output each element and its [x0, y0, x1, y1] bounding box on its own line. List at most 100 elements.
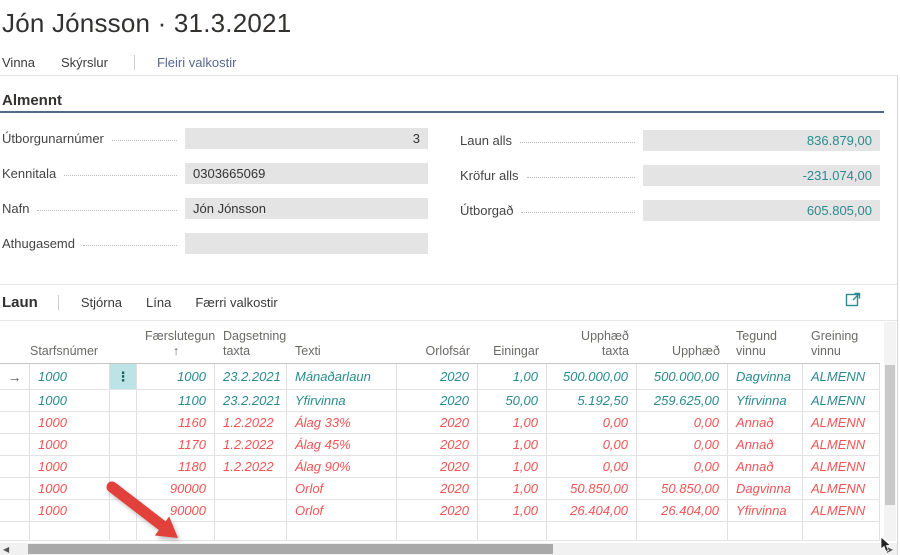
cell-starfsnumer[interactable]: 1000 — [30, 390, 110, 411]
cell-orlofsar[interactable]: 2020 — [397, 456, 478, 477]
cell-einingar[interactable]: 1,00 — [478, 500, 547, 521]
menu-stjorna[interactable]: Stjórna — [80, 294, 123, 310]
cell-texti[interactable]: Álag 45% — [287, 434, 397, 455]
horizontal-scrollbar-thumb[interactable] — [28, 544, 553, 554]
cell-tegund[interactable]: Annað — [728, 456, 803, 477]
cell-tegund[interactable]: Dagvinna — [728, 364, 803, 389]
cell-orlofsar[interactable] — [397, 522, 478, 540]
cell-upphaed[interactable]: 500.000,00 — [637, 364, 728, 389]
table-row[interactable]: → 1000 ⋮ 1000 23.2.2021 Mánaðarlaun 2020 1,00 50… — [0, 364, 880, 390]
cell-upphaed_taxta[interactable]: 50.850,00 — [547, 478, 637, 499]
cell-dagsetning[interactable] — [215, 522, 287, 540]
cell-faerslutegund[interactable]: 1000 — [137, 364, 215, 389]
table-row-empty[interactable] — [0, 522, 880, 541]
cell-dagsetning[interactable]: 1.2.2022 — [215, 456, 287, 477]
table-row[interactable]: 1000 1160 1.2.2022 Álag 33% 2020 1,00 0,00 0,00… — [0, 412, 880, 434]
cell-texti[interactable]: Orlof — [287, 500, 397, 521]
cell-tegund[interactable]: Yfirvinna — [728, 500, 803, 521]
cell-dagsetning[interactable]: 23.2.2021 — [215, 390, 287, 411]
cell-greining[interactable]: ALMENN — [803, 412, 880, 433]
menu-lina[interactable]: Lína — [146, 294, 172, 310]
cell-upphaed[interactable]: 0,00 — [637, 434, 728, 455]
column-header-faerslutegund[interactable]: Færslutegund ↑ — [145, 329, 215, 358]
cell-tegund[interactable]: Annað — [728, 412, 803, 433]
cell-faerslutegund[interactable] — [137, 522, 215, 540]
cell-upphaed_taxta[interactable]: 500.000,00 — [547, 364, 637, 389]
cell-greining[interactable] — [803, 522, 880, 540]
field-value-nafn[interactable]: Jón Jónsson — [185, 198, 428, 219]
cell-faerslutegund[interactable]: 90000 — [137, 478, 215, 499]
vertical-scrollbar[interactable] — [884, 322, 896, 541]
cell-dagsetning[interactable] — [215, 500, 287, 521]
cell-einingar[interactable]: 1,00 — [478, 478, 547, 499]
cell-texti[interactable]: Mánaðarlaun — [287, 364, 397, 389]
cell-einingar[interactable]: 1,00 — [478, 434, 547, 455]
column-header-einingar[interactable]: Einingar — [493, 343, 539, 358]
cell-orlofsar[interactable]: 2020 — [397, 434, 478, 455]
cell-greining[interactable]: ALMENN — [803, 456, 880, 477]
table-row[interactable]: 1000 1180 1.2.2022 Álag 90% 2020 1,00 0,00 0,00… — [0, 456, 880, 478]
cell-faerslutegund[interactable]: 1180 — [137, 456, 215, 477]
horizontal-scrollbar[interactable]: ◀ ▶ — [0, 543, 897, 555]
cell-faerslutegund[interactable]: 1160 — [137, 412, 215, 433]
cell-greining[interactable]: ALMENN — [803, 364, 880, 389]
cell-orlofsar[interactable]: 2020 — [397, 364, 478, 389]
field-value-krofur-alls[interactable]: -231.074,00 — [643, 165, 880, 186]
field-value-laun-alls[interactable]: 836.879,00 — [643, 130, 880, 151]
table-row[interactable]: 1000 1170 1.2.2022 Álag 45% 2020 1,00 0,00 0,00… — [0, 434, 880, 456]
cell-greining[interactable]: ALMENN — [803, 390, 880, 411]
cell-tegund[interactable] — [728, 522, 803, 540]
table-row[interactable]: 1000 90000 Orlof 2020 1,00 26.404,00 26.404,00… — [0, 500, 880, 522]
cell-dagsetning[interactable]: 1.2.2022 — [215, 434, 287, 455]
table-row[interactable]: 1000 90000 Orlof 2020 1,00 50.850,00 50.850,00… — [0, 478, 880, 500]
cell-texti[interactable] — [287, 522, 397, 540]
cell-starfsnumer[interactable]: 1000 — [30, 364, 110, 389]
field-value-kennitala[interactable]: 0303665069 — [185, 163, 428, 184]
cell-upphaed[interactable]: 0,00 — [637, 456, 728, 477]
cell-faerslutegund[interactable]: 90000 — [137, 500, 215, 521]
cell-texti[interactable]: Álag 90% — [287, 456, 397, 477]
cell-greining[interactable]: ALMENN — [803, 478, 880, 499]
cell-einingar[interactable]: 1,00 — [478, 456, 547, 477]
more-options-link[interactable]: Fleiri valkostir — [156, 54, 237, 70]
cell-upphaed[interactable] — [637, 522, 728, 540]
menu-vinna[interactable]: Vinna — [2, 54, 36, 70]
menu-skyrslur[interactable]: Skýrslur — [61, 54, 108, 70]
cell-faerslutegund[interactable]: 1100 — [137, 390, 215, 411]
cell-tegund[interactable]: Dagvinna — [728, 478, 803, 499]
column-header-greining[interactable]: Greining vinnu — [811, 329, 859, 358]
field-value-utborgad[interactable]: 605.805,00 — [643, 200, 880, 221]
column-header-tegund[interactable]: Tegund vinnu — [736, 329, 778, 358]
table-row[interactable]: 1000 1100 23.2.2021 Yfirvinna 2020 50,00 5.192… — [0, 390, 880, 412]
cell-orlofsar[interactable]: 2020 — [397, 500, 478, 521]
cell-starfsnumer[interactable]: 1000 — [30, 412, 110, 433]
cell-dagsetning[interactable]: 23.2.2021 — [215, 364, 287, 389]
column-header-orlofsar[interactable]: Orlofsár — [425, 343, 470, 358]
focus-mode-icon[interactable] — [845, 291, 861, 307]
cell-dagsetning[interactable] — [215, 478, 287, 499]
column-header-texti[interactable]: Texti — [295, 343, 321, 358]
cell-tegund[interactable]: Annað — [728, 434, 803, 455]
section-title-almennt[interactable]: Almennt — [2, 92, 62, 109]
cell-starfsnumer[interactable]: 1000 — [30, 434, 110, 455]
cell-upphaed_taxta[interactable]: 0,00 — [547, 434, 637, 455]
scroll-right-stepper-icon[interactable]: ▶ — [886, 545, 893, 554]
cell-orlofsar[interactable]: 2020 — [397, 412, 478, 433]
cell-upphaed[interactable]: 0,00 — [637, 412, 728, 433]
column-header-upphaed[interactable]: Upphæð — [672, 343, 720, 358]
cell-upphaed[interactable]: 26.404,00 — [637, 500, 728, 521]
cell-orlofsar[interactable]: 2020 — [397, 478, 478, 499]
cell-upphaed_taxta[interactable] — [547, 522, 637, 540]
cell-starfsnumer[interactable]: 1000 — [30, 456, 110, 477]
column-header-dagsetning[interactable]: Dagsetning taxta — [223, 329, 287, 358]
field-value-athugasemd[interactable] — [185, 233, 428, 254]
cell-texti[interactable]: Álag 33% — [287, 412, 397, 433]
cell-orlofsar[interactable]: 2020 — [397, 390, 478, 411]
cell-greining[interactable]: ALMENN — [803, 500, 880, 521]
cell-starfsnumer[interactable]: 1000 — [30, 500, 110, 521]
scroll-left-stepper-icon[interactable]: ◀ — [3, 545, 10, 554]
cell-dagsetning[interactable]: 1.2.2022 — [215, 412, 287, 433]
fewer-options-link[interactable]: Færri valkostir — [195, 294, 278, 310]
cell-upphaed_taxta[interactable]: 0,00 — [547, 412, 637, 433]
cell-starfsnumer[interactable]: 1000 — [30, 478, 110, 499]
